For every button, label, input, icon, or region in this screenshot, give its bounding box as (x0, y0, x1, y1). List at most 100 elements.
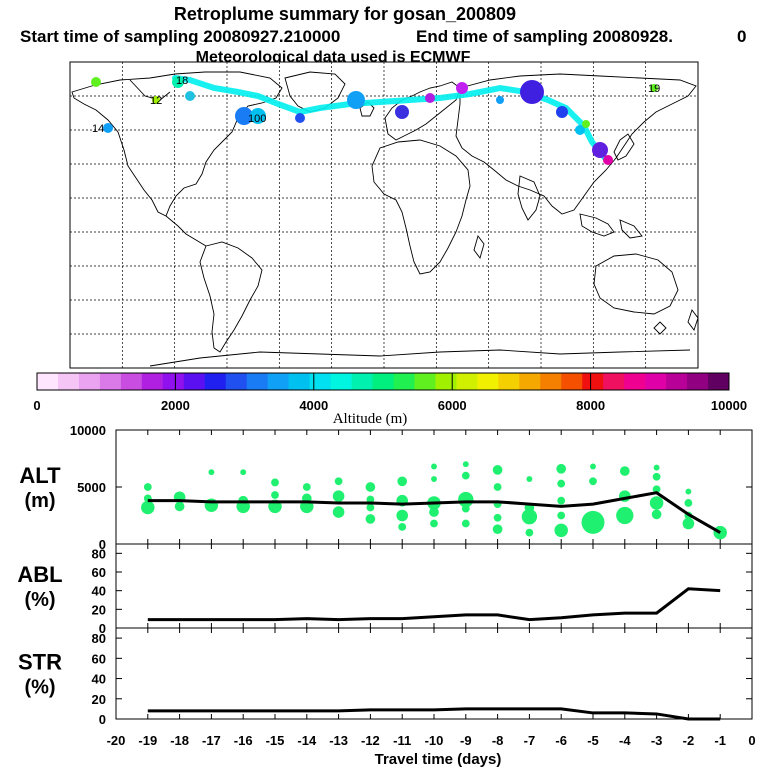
plume-marker (172, 76, 184, 88)
scatter-point (554, 523, 568, 538)
plume-marker (235, 107, 253, 125)
colorbar-swatch (498, 373, 520, 390)
y-tick-label: 20 (92, 602, 106, 617)
plume-marker (425, 93, 435, 103)
y-axis-label: STR (18, 650, 62, 675)
colorbar-swatch (519, 373, 541, 390)
scatter-point (365, 514, 376, 524)
colorbar-tick-label: 8000 (576, 398, 605, 413)
plume-marker (603, 155, 613, 165)
y-tick-label: 40 (92, 672, 106, 687)
colorbar-swatch (162, 373, 185, 390)
colorbar-swatch (120, 373, 143, 390)
scatter-point (525, 528, 534, 537)
scatter-point (492, 465, 503, 475)
x-tick-label: -6 (555, 733, 567, 748)
scatter-point (493, 513, 502, 522)
scatter-point (619, 466, 630, 476)
scatter-point (649, 496, 664, 510)
y-tick-label: 5000 (77, 480, 106, 495)
panel-frame (115, 627, 753, 720)
retroplume-trajectory: 18 100 12 19 14 (91, 75, 660, 165)
colorbar-swatch (456, 373, 478, 390)
x-tick-label: -15 (266, 733, 285, 748)
x-tick-label: -12 (361, 733, 380, 748)
map-label: 100 (248, 113, 266, 125)
scatter-point (557, 511, 566, 520)
colorbar-swatch (78, 373, 101, 390)
x-tick-label: -7 (524, 733, 536, 748)
scatter-point (332, 506, 345, 518)
scatter-point (521, 508, 538, 525)
x-axis-label: Travel time (days) (375, 751, 502, 768)
scatter-point (302, 483, 311, 491)
scatter-point (461, 504, 470, 513)
scatter-point (652, 472, 661, 481)
colorbar-swatch (708, 373, 730, 390)
colorbar-label: Altitude (m) (333, 411, 408, 427)
y-tick-label: 0 (99, 621, 106, 636)
scatter-point (143, 483, 152, 491)
plume-marker (592, 142, 608, 158)
scatter-point (141, 500, 155, 515)
panel-alt: 0 5000 10000 ALT(m) (19, 423, 753, 552)
y-axis-label: ALT (19, 463, 61, 488)
scatter-point (590, 463, 596, 470)
scatter-point (493, 483, 502, 491)
scatter-point (653, 464, 660, 471)
scatter-point (557, 479, 566, 488)
colorbar-swatch (204, 373, 227, 390)
scatter-point (366, 503, 375, 512)
plume-marker (185, 91, 195, 101)
plume-marker (395, 105, 409, 119)
scatter-point (682, 517, 695, 530)
scatter-point (651, 509, 662, 520)
y-tick-label: 60 (92, 651, 106, 666)
title-end-tail: 0 (737, 27, 746, 46)
scatter-point (616, 506, 634, 525)
scatter-point (652, 485, 661, 494)
scatter-point (332, 490, 345, 502)
scatter-point (240, 469, 247, 476)
map-graticule (70, 62, 698, 368)
colorbar-swatch (246, 373, 269, 390)
colorbar-swatch (57, 373, 80, 390)
scatter-point (271, 491, 279, 499)
plume-marker (103, 123, 113, 133)
colorbar-swatch (645, 373, 667, 390)
x-tick-label: -3 (651, 733, 663, 748)
x-tick-label: -8 (492, 733, 504, 748)
x-tick-label: -13 (329, 733, 348, 748)
plume-marker (520, 80, 544, 104)
scatter-point (462, 461, 469, 468)
colorbar-swatch (288, 373, 311, 390)
colorbar-swatch (309, 373, 332, 390)
x-tick-label: -16 (234, 733, 253, 748)
altitude-colorbar: 0 2000 4000 6000 8000 10000 (33, 372, 747, 413)
title-end-time: End time of sampling 20080928. (416, 27, 673, 46)
title-line1: Retroplume summary for gosan_200809 (174, 4, 516, 24)
colorbar-swatch (141, 373, 164, 390)
scatter-point (492, 524, 503, 535)
scatter-point (429, 507, 439, 517)
colorbar-swatch (351, 373, 374, 390)
colorbar-swatch (582, 373, 604, 390)
colorbar-swatch (687, 373, 709, 390)
scatter-point (334, 477, 343, 486)
scatter-point (174, 501, 185, 512)
colorbar-swatch (183, 373, 206, 390)
plume-marker (91, 77, 101, 87)
y-tick-label: 0 (99, 537, 106, 552)
mean-altitude-line (147, 491, 721, 534)
colorbar-swatch (37, 373, 59, 390)
colorbar-swatch (624, 373, 646, 390)
x-tick-label: -14 (297, 733, 317, 748)
coastlines (71, 71, 699, 367)
y-tick-label: 40 (92, 584, 106, 599)
x-tick-label: -18 (170, 733, 189, 748)
colorbar-swatch (561, 373, 583, 390)
scatter-point (461, 471, 470, 480)
plume-marker (556, 106, 568, 118)
plume-marker (347, 91, 365, 109)
x-tick-label: -2 (683, 733, 695, 748)
